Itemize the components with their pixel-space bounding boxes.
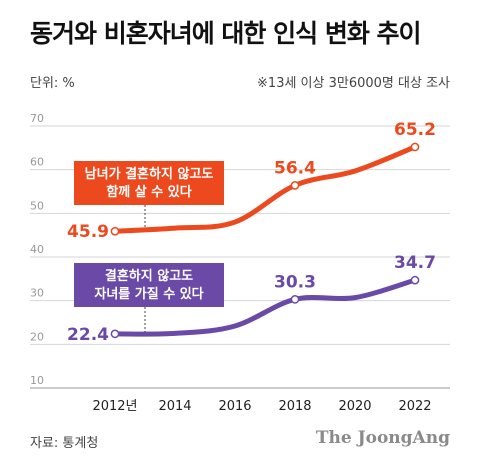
data-label: 56.4: [274, 158, 316, 178]
data-point: [290, 295, 300, 304]
annotation-text: 자녀를 가질 수 있다: [94, 286, 203, 302]
data-label: 30.3: [274, 272, 316, 292]
data-point: [410, 275, 420, 285]
annotation-text: 함께 살 수 있다: [106, 184, 191, 200]
data-point: [110, 226, 120, 236]
data-point: [110, 329, 120, 339]
data-point: [290, 181, 300, 190]
annotation-text: 남녀가 결혼하지 않고도: [85, 166, 214, 182]
y-tick-label: 50: [30, 199, 44, 212]
brand-logo: The JoongAng: [315, 428, 450, 448]
y-tick-label: 20: [30, 330, 44, 343]
y-tick-label: 60: [30, 156, 44, 169]
annotation-box: [74, 161, 224, 205]
survey-note: ※13세 이상 3만6000명 대상 조사: [257, 76, 450, 91]
x-tick-label: 2020: [338, 399, 371, 414]
y-tick-label: 40: [30, 243, 44, 256]
annotation-text: 결혼하지 않고도: [105, 268, 193, 284]
series-line-2: [112, 277, 418, 337]
annotation-box: [74, 263, 224, 307]
x-tick-label: 2014: [158, 399, 191, 414]
data-label: 45.9: [67, 222, 109, 242]
data-point: [410, 142, 420, 152]
source-label: 자료: 통계청: [30, 436, 99, 451]
data-label: 34.7: [394, 253, 436, 273]
data-label: 22.4: [67, 325, 109, 345]
y-tick-label: 10: [30, 374, 44, 387]
x-tick-label: 2016: [218, 399, 251, 414]
unit-label: 단위: %: [30, 76, 75, 91]
x-tick-label: 2018: [278, 399, 311, 414]
series-line-1: [112, 144, 418, 234]
data-label: 65.2: [394, 120, 436, 140]
y-tick-label: 30: [30, 287, 44, 300]
y-tick-label: 70: [30, 112, 44, 125]
x-tick-label: 2022: [398, 399, 431, 414]
x-tick-label: 2012년: [92, 399, 137, 414]
chart-title: 동거와 비혼자녀에 대한 인식 변화 추이: [30, 19, 422, 48]
